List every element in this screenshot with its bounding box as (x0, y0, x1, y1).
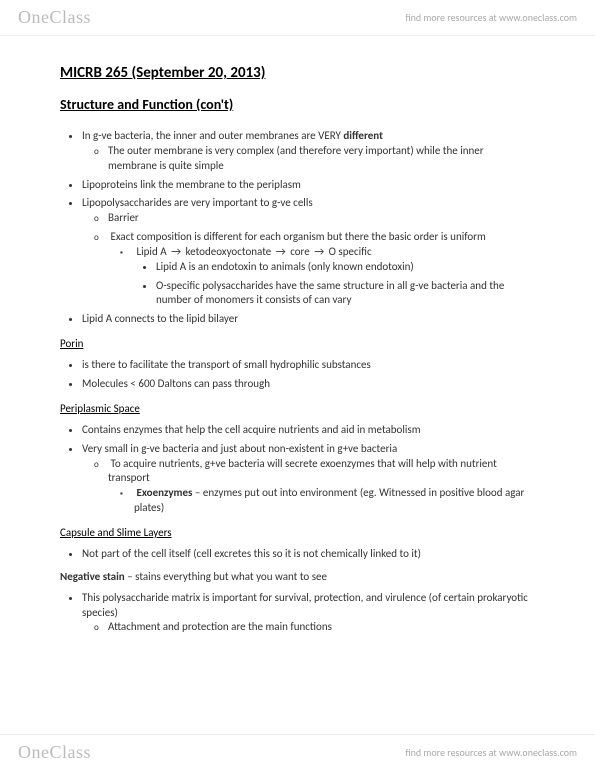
capsule-list: Not part of the cell itself (cell excret… (60, 547, 535, 562)
subhead-capsule: Capsule and Slime Layers (60, 526, 535, 539)
subhead-porin: Porin (60, 337, 535, 350)
footer-tagline: find more resources at www.oneclass.com (405, 746, 577, 759)
footer-bar: OneClass find more resources at www.onec… (0, 734, 595, 770)
negstain-list: This polysaccharide matrix is important … (60, 591, 535, 636)
document-body: MICRB 265 (September 20, 2013) Structure… (0, 36, 595, 691)
subhead-periplasm: Periplasmic Space (60, 402, 535, 415)
list-item: Exact composition is different for each … (108, 230, 535, 308)
list-item: Lipid A → ketodeoxyoctonate → core → O s… (134, 245, 535, 308)
list-item: Lipopolysaccharides are very important t… (82, 196, 535, 308)
header-tagline: find more resources at www.oneclass.com (405, 11, 577, 24)
list-item: Not part of the cell itself (cell excret… (82, 547, 535, 562)
list-item: The outer membrane is very complex (and … (108, 144, 535, 174)
list-item: Contains enzymes that help the cell acqu… (82, 423, 535, 438)
list-item: Molecules < 600 Daltons can pass through (82, 377, 535, 392)
list-item: Lipoproteins link the membrane to the pe… (82, 178, 535, 193)
list-item: Exoenzymes – enzymes put out into enviro… (134, 486, 535, 516)
list-item: Lipid A is an endotoxin to animals (only… (156, 260, 535, 275)
brand-logo: OneClass (18, 7, 91, 28)
main-list: In g-ve bacteria, the inner and outer me… (60, 129, 535, 327)
brand-logo-footer: OneClass (18, 742, 91, 763)
list-item: Lipid A connects to the lipid bilayer (82, 312, 535, 327)
list-item: O-specific polysaccharides have the same… (156, 279, 535, 309)
negative-stain-para: Negative stain – stains everything but w… (60, 570, 535, 583)
list-item: is there to facilitate the transport of … (82, 358, 535, 373)
course-title: MICRB 265 (September 20, 2013) (60, 64, 535, 82)
list-item: Very small in g-ve bacteria and just abo… (82, 442, 535, 516)
list-item: Barrier (108, 211, 535, 226)
list-item: This polysaccharide matrix is important … (82, 591, 535, 636)
periplasm-list: Contains enzymes that help the cell acqu… (60, 423, 535, 516)
porin-list: is there to facilitate the transport of … (60, 358, 535, 392)
header-bar: OneClass find more resources at www.onec… (0, 0, 595, 36)
list-item: In g-ve bacteria, the inner and outer me… (82, 129, 535, 174)
list-item: Attachment and protection are the main f… (108, 620, 535, 635)
section-title: Structure and Function (con't) (60, 96, 535, 113)
list-item: To acquire nutrients, g+ve bacteria will… (108, 457, 535, 516)
